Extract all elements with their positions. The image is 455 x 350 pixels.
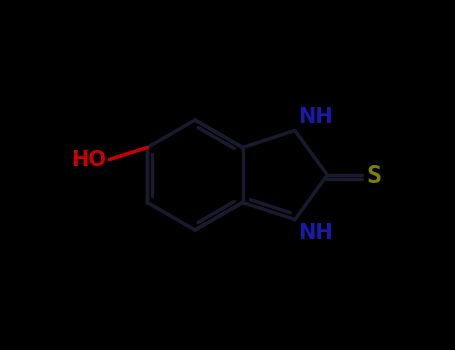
Text: S: S — [366, 164, 381, 188]
Text: HO: HO — [71, 150, 106, 170]
Text: NH: NH — [298, 224, 333, 244]
Text: NH: NH — [298, 106, 333, 126]
